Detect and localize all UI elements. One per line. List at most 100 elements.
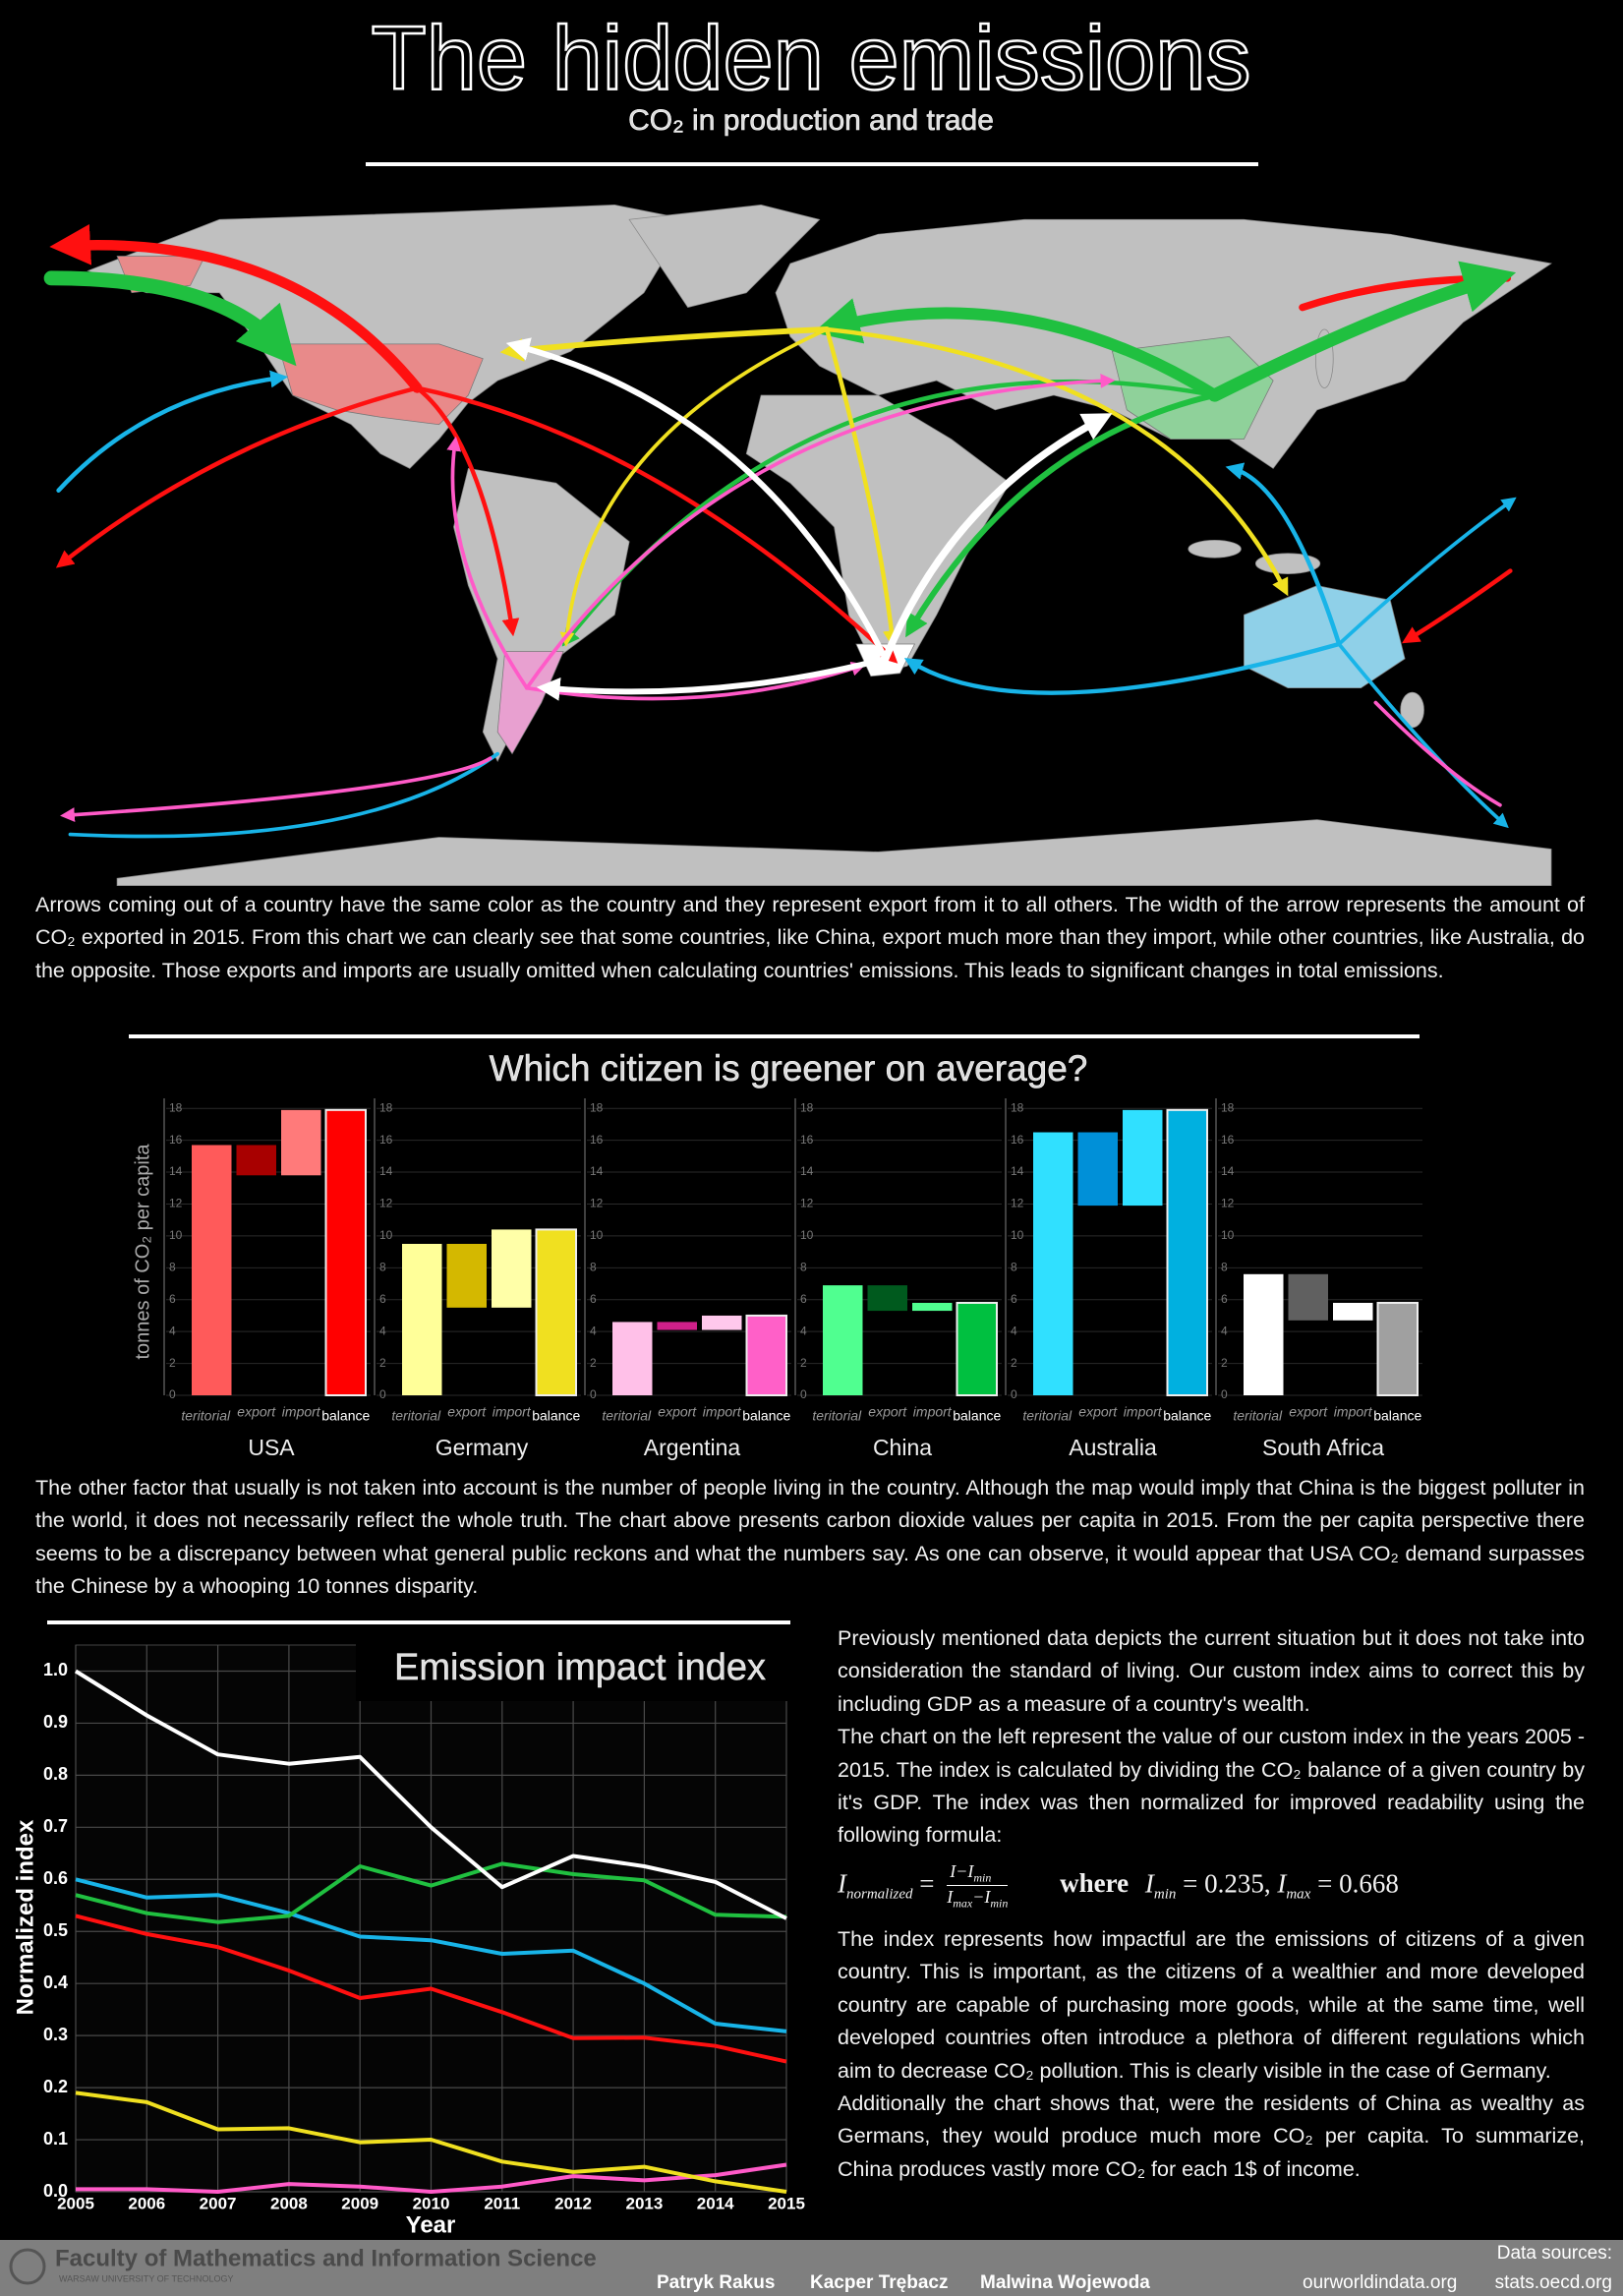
series-line <box>76 2162 787 2194</box>
x-tick-label: 2007 <box>200 2194 237 2212</box>
formula-part: I <box>838 1868 846 1899</box>
bar <box>1033 1132 1073 1395</box>
bar <box>236 1145 276 1176</box>
y-tick-label: 12 <box>1011 1197 1024 1210</box>
category-label: teritorial <box>602 1408 652 1424</box>
y-tick-label: 6 <box>379 1292 386 1306</box>
country-label: Argentina <box>644 1435 741 1460</box>
y-tick-label: 2 <box>590 1356 597 1370</box>
source: stats.oecd.org <box>1495 2272 1612 2293</box>
formula-part: normalized <box>846 1886 913 1903</box>
y-tick-label: 6 <box>1011 1292 1017 1306</box>
y-tick-label: 16 <box>590 1133 604 1147</box>
y-tick-label: 18 <box>379 1100 393 1114</box>
y-tick-label: 18 <box>590 1100 604 1114</box>
x-tick-label: 2013 <box>625 2194 663 2212</box>
paragraph: The chart on the left represent the valu… <box>838 1725 1585 1848</box>
y-tick-label: 14 <box>800 1164 814 1178</box>
y-tick-label: 0 <box>169 1387 176 1401</box>
trade-arrows <box>43 224 1517 839</box>
chart-title: Emission impact index <box>394 1647 766 1688</box>
y-tick-label: 0 <box>379 1387 386 1401</box>
y-tick-label: 0 <box>1011 1387 1017 1401</box>
trade-map <box>43 205 1552 887</box>
category-label: export <box>868 1404 907 1420</box>
y-tick-label: 0.6 <box>43 1868 68 1888</box>
x-tick-label: 2012 <box>554 2194 592 2212</box>
bar <box>1376 1301 1419 1397</box>
y-tick-label: 4 <box>379 1324 386 1337</box>
y-tick-label: 0.3 <box>43 2025 68 2044</box>
y-tick-label: 14 <box>379 1164 393 1178</box>
y-tick-label: 8 <box>800 1260 807 1273</box>
category-label: teritorial <box>391 1408 441 1424</box>
bar <box>1244 1273 1284 1395</box>
y-tick-label: 14 <box>1221 1164 1235 1178</box>
bar <box>867 1285 907 1312</box>
y-tick-label: 12 <box>800 1197 814 1210</box>
paragraph: The index represents how impactful are t… <box>838 1927 1585 2083</box>
formula-part: = 0.235, <box>1183 1868 1271 1899</box>
y-tick-label: 4 <box>590 1324 597 1337</box>
country-label: Australia <box>1069 1435 1157 1460</box>
bar <box>535 1228 577 1396</box>
fraction: I−Imin Imax−Imin <box>947 1862 1009 1910</box>
formula-part: I <box>1277 1868 1287 1899</box>
bar <box>1333 1302 1373 1321</box>
formula-part: max <box>1286 1886 1311 1903</box>
formula: Inormalized = I−Imin Imax−Imin where Imi… <box>838 1862 1585 1910</box>
y-tick-label: 8 <box>379 1260 386 1273</box>
category-label: import <box>913 1404 953 1420</box>
y-tick-label: 14 <box>590 1164 604 1178</box>
x-tick-label: 2015 <box>768 2194 805 2212</box>
series-line <box>74 1669 787 1920</box>
y-tick-label: 18 <box>800 1100 814 1114</box>
author: Kacper Trębacz <box>810 2272 948 2293</box>
y-tick-label: 2 <box>800 1356 807 1370</box>
x-tick-label: 2009 <box>341 2194 378 2212</box>
category-label: import <box>282 1404 321 1420</box>
bar <box>402 1244 442 1395</box>
bar <box>1166 1108 1208 1396</box>
category-label: balance <box>532 1408 580 1424</box>
title: The hidden emissions <box>372 8 1251 108</box>
formula-part: = 0.668 <box>1317 1868 1399 1899</box>
bar <box>446 1244 487 1308</box>
y-tick-label: 16 <box>1221 1133 1235 1147</box>
bar <box>1288 1273 1328 1321</box>
y-tick-label: 2 <box>1011 1356 1017 1370</box>
y-tick-label: 10 <box>169 1228 183 1242</box>
paragraph: Previously mentioned data depicts the cu… <box>838 1626 1585 1716</box>
category-label: import <box>493 1404 532 1420</box>
category-label: export <box>1078 1404 1118 1420</box>
author: Malwina Wojewoda <box>980 2272 1150 2293</box>
formula-part: I <box>947 1887 954 1908</box>
logo <box>9 2248 46 2285</box>
source: ourworldindata.org <box>1303 2272 1457 2293</box>
bar <box>702 1315 742 1330</box>
formula-part: where <box>1060 1868 1130 1899</box>
bar <box>1077 1132 1118 1207</box>
y-tick-label: 16 <box>169 1133 183 1147</box>
y-tick-label: 10 <box>1011 1228 1024 1242</box>
y-tick-label: 4 <box>1011 1324 1017 1337</box>
series-line <box>75 1913 787 2064</box>
continents <box>87 205 1552 887</box>
formula-part: −I <box>972 1887 991 1908</box>
y-tick-label: 18 <box>1011 1100 1024 1114</box>
category-label: teritorial <box>1233 1408 1283 1424</box>
country-label: Germany <box>435 1435 529 1460</box>
category-label: export <box>658 1404 697 1420</box>
y-tick-label: 0.5 <box>43 1920 68 1940</box>
y-tick-label: 6 <box>590 1292 597 1306</box>
bar <box>956 1301 998 1397</box>
bar <box>192 1145 232 1395</box>
y-tick-label: 0.4 <box>43 1972 68 1992</box>
category-label: balance <box>953 1408 1001 1424</box>
y-tick-label: 12 <box>590 1197 604 1210</box>
y-axis-label: tonnes of CO₂ per capita <box>132 1144 153 1360</box>
bar <box>612 1322 653 1395</box>
category-label: export <box>237 1404 276 1420</box>
